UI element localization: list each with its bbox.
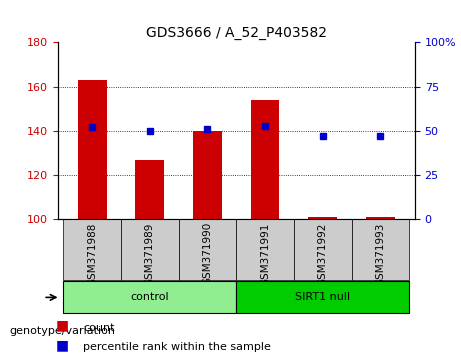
FancyBboxPatch shape <box>351 219 409 280</box>
Text: ■: ■ <box>55 319 68 333</box>
FancyBboxPatch shape <box>179 219 236 280</box>
Bar <box>366 217 395 219</box>
Text: GSM371992: GSM371992 <box>318 222 328 286</box>
Bar <box>308 217 337 219</box>
Text: control: control <box>130 292 169 302</box>
FancyBboxPatch shape <box>236 219 294 280</box>
Bar <box>251 100 279 219</box>
Text: GSM371993: GSM371993 <box>375 222 385 286</box>
Text: GSM371991: GSM371991 <box>260 222 270 286</box>
Bar <box>78 80 106 219</box>
FancyBboxPatch shape <box>121 219 179 280</box>
FancyBboxPatch shape <box>236 281 409 313</box>
Text: ■: ■ <box>55 338 68 352</box>
Text: GSM371988: GSM371988 <box>87 222 97 286</box>
Bar <box>136 160 164 219</box>
Text: GSM371989: GSM371989 <box>145 222 155 286</box>
Text: percentile rank within the sample: percentile rank within the sample <box>83 342 271 352</box>
Text: GSM371990: GSM371990 <box>202 222 213 285</box>
Text: count: count <box>83 323 114 333</box>
FancyBboxPatch shape <box>294 219 351 280</box>
Text: SIRT1 null: SIRT1 null <box>295 292 350 302</box>
Title: GDS3666 / A_52_P403582: GDS3666 / A_52_P403582 <box>146 26 327 40</box>
FancyBboxPatch shape <box>64 281 236 313</box>
Bar <box>193 131 222 219</box>
FancyBboxPatch shape <box>64 219 121 280</box>
Text: genotype/variation: genotype/variation <box>9 326 115 336</box>
